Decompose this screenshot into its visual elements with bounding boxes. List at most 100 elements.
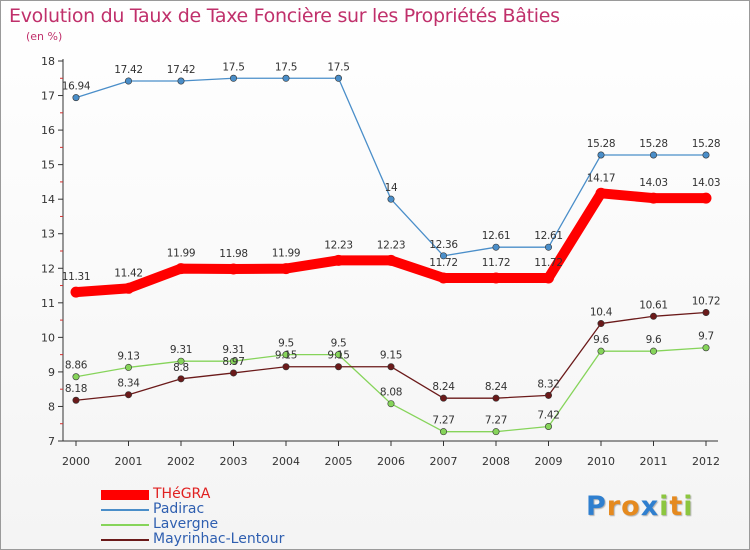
data-point	[230, 369, 238, 377]
data-point	[177, 77, 185, 85]
series-line	[75, 77, 707, 257]
data-point	[649, 347, 657, 355]
data-label: 9.15	[275, 350, 297, 362]
data-label: 8.8	[173, 362, 189, 374]
data-point	[385, 254, 397, 266]
series-padirac	[72, 74, 710, 260]
data-point	[702, 344, 710, 352]
data-label: 11.99	[272, 248, 301, 260]
data-point	[439, 252, 447, 260]
data-point	[72, 373, 80, 381]
logo-letter: P	[586, 491, 607, 522]
data-label: 12.61	[482, 230, 511, 242]
data-labels: 8.18 8.34 8.8 8.97 9.15 9.15 9.15 8.24 8.24 8.32 1…	[65, 295, 721, 395]
data-label: 8.97	[222, 356, 244, 368]
data-label: 12.36	[429, 239, 458, 251]
y-tick-label: 18	[41, 55, 55, 68]
data-label: 16.94	[62, 81, 91, 93]
x-tick-label: 2005	[325, 455, 353, 468]
y-tick-label: 17	[41, 90, 55, 103]
legend-label: Mayrinhac-Lentour	[153, 531, 285, 547]
data-label: 8.32	[537, 378, 559, 390]
legend-label: Padirac	[153, 501, 205, 517]
data-label: 11.72	[482, 257, 511, 269]
x-tick-label: 2010	[587, 455, 615, 468]
data-point	[702, 308, 710, 316]
series-mayrinhac-lentour	[72, 308, 710, 404]
logo-letter: t	[669, 491, 684, 522]
data-point	[438, 272, 449, 284]
data-label: 8.24	[485, 381, 508, 393]
data-point	[597, 320, 605, 328]
data-label: 9.5	[278, 338, 294, 350]
data-point	[280, 263, 292, 275]
y-tick-label: 8	[48, 400, 55, 413]
data-point	[72, 94, 80, 102]
data-label: 15.28	[639, 138, 668, 150]
legend-label: THéGRA	[153, 486, 211, 502]
data-point	[595, 187, 607, 199]
data-label: 15.28	[692, 138, 721, 150]
data-label: 8.18	[65, 383, 87, 395]
logo-letter: i	[683, 491, 694, 522]
data-label: 14.17	[587, 172, 616, 184]
x-tick-label: 2011	[640, 455, 668, 468]
data-label: 9.31	[170, 344, 192, 356]
x-tick-label: 2009	[535, 455, 563, 468]
data-point	[492, 394, 500, 402]
data-labels: 8.86 9.13 9.31 9.31 9.5 9.5 8.08 7.27 7.27 7.42 9.…	[65, 331, 714, 427]
data-point	[439, 428, 447, 436]
proxiti-logo: Proxiti	[586, 491, 694, 522]
y-tick-label: 10	[41, 331, 55, 344]
data-point	[70, 286, 82, 298]
x-tick-label: 2006	[377, 455, 405, 468]
data-label: 10.61	[639, 299, 668, 311]
data-label: 14.03	[639, 177, 668, 189]
legend-swatch	[101, 509, 149, 511]
data-label: 11.31	[62, 271, 91, 283]
data-point	[649, 151, 657, 159]
data-label: 11.72	[429, 257, 458, 269]
x-tick-label: 2008	[482, 455, 510, 468]
data-point	[282, 363, 290, 371]
x-tick-label: 2001	[115, 455, 143, 468]
data-label: 17.42	[114, 64, 143, 76]
data-point	[123, 282, 134, 294]
data-point	[177, 357, 185, 365]
data-label: 12.61	[534, 230, 563, 242]
data-point	[700, 192, 712, 204]
data-point	[334, 351, 342, 359]
legend-swatch	[101, 490, 149, 500]
data-label: 12.23	[377, 239, 406, 251]
data-point	[175, 263, 187, 275]
data-label: 9.6	[646, 334, 662, 346]
data-point	[543, 272, 554, 284]
data-label: 7.27	[485, 415, 507, 427]
data-label: 7.27	[432, 415, 454, 427]
data-label: 11.99	[167, 248, 196, 260]
data-point	[702, 151, 710, 159]
legend-label: Lavergne	[153, 516, 219, 532]
data-label: 15.28	[587, 138, 616, 150]
chart-subtitle: (en %)	[26, 30, 63, 43]
chart-title: Evolution du Taux de Taxe Foncière sur l…	[9, 5, 560, 27]
y-tick-label: 11	[41, 297, 55, 310]
data-point	[492, 243, 500, 251]
data-point	[544, 243, 552, 251]
data-point	[333, 254, 344, 266]
data-point	[387, 363, 395, 371]
data-label: 9.31	[222, 344, 244, 356]
data-label: 17.5	[222, 61, 244, 73]
logo-letter: r	[606, 491, 622, 522]
data-label: 11.42	[114, 267, 143, 279]
data-point	[230, 74, 238, 82]
data-point	[230, 357, 238, 365]
legend-swatch	[101, 524, 149, 526]
data-label: 11.72	[534, 257, 563, 269]
data-label: 10.4	[590, 307, 613, 319]
y-tick-label: 16	[41, 124, 55, 137]
data-label: 8.86	[65, 360, 88, 372]
data-label: 8.08	[380, 387, 402, 399]
